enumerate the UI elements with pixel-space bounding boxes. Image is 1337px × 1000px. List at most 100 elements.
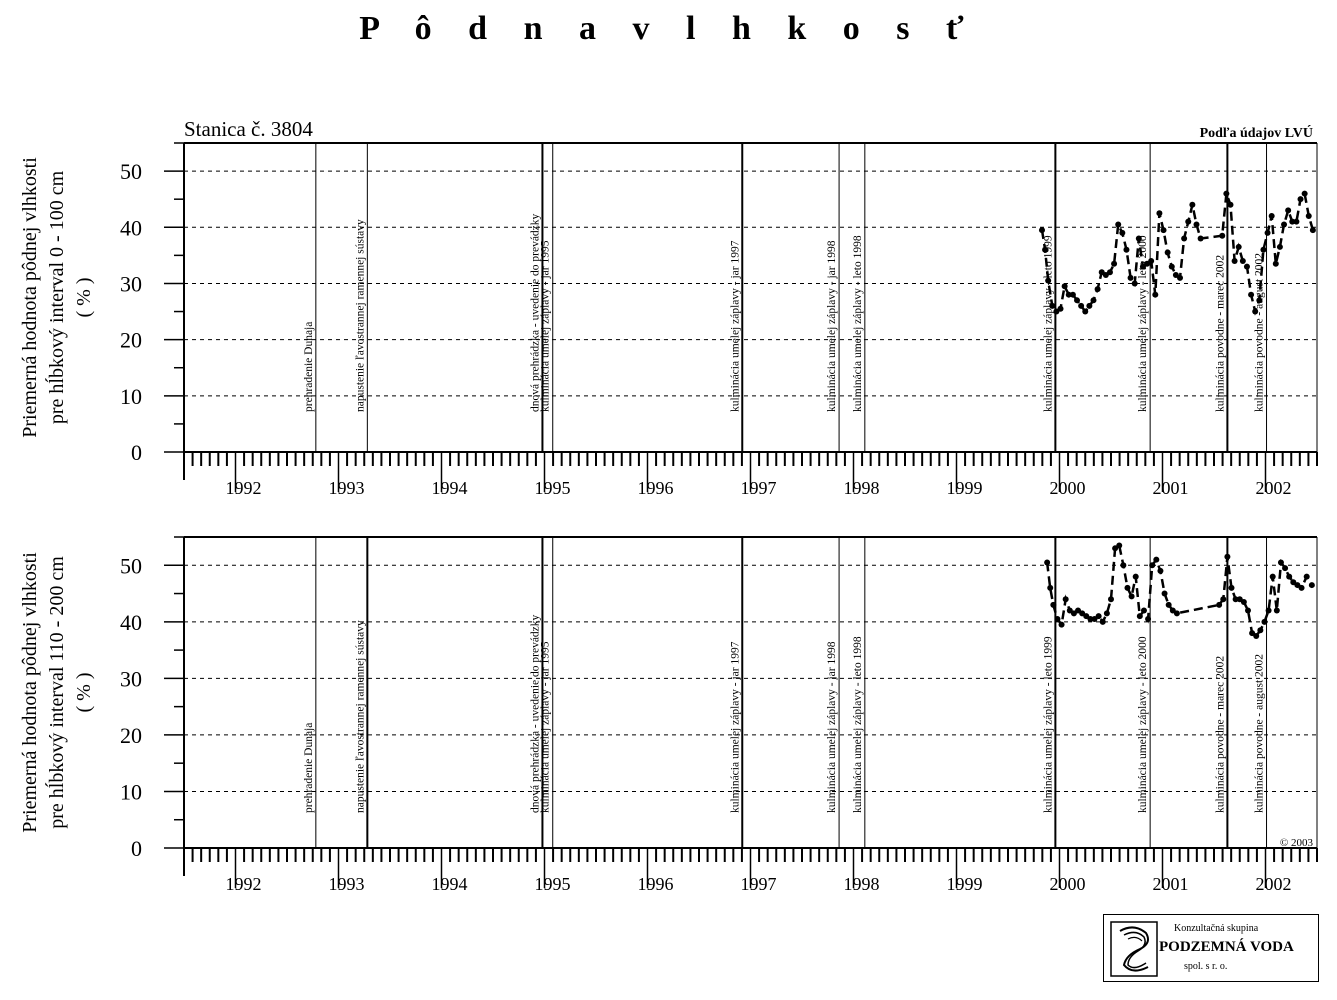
data-point: [1227, 201, 1234, 208]
data-point: [1265, 607, 1272, 614]
x-tick-label: 2001: [1153, 478, 1189, 498]
data-point: [1224, 553, 1231, 560]
data-point: [1132, 573, 1139, 580]
data-point: [1050, 601, 1057, 608]
data-point: [1293, 218, 1300, 225]
data-point: [1297, 196, 1304, 203]
x-tick-label: 1999: [947, 874, 983, 894]
y-axis-label: ( % ): [73, 278, 95, 318]
y-axis-label: pre hĺbkový interval 110 - 200 cm: [44, 556, 68, 829]
company-logo: Konzultačná skupina PODZEMNÁ VODA spol. …: [1103, 914, 1319, 982]
event-label: prehradenie Dunaja: [303, 322, 315, 412]
data-point: [1181, 235, 1188, 242]
x-tick-label: 1997: [741, 478, 777, 498]
data-point: [1289, 218, 1296, 225]
y-tick-label: 20: [120, 328, 142, 353]
event-label: kulminácia povodne - august 2002: [1254, 253, 1266, 412]
data-point: [1161, 590, 1168, 597]
data-point: [1108, 596, 1114, 603]
event-label: kulminácia umelej záplavy - leto 1998: [852, 235, 864, 412]
data-point: [1298, 584, 1305, 591]
x-tick-label: 2002: [1256, 874, 1292, 894]
chart-bottom: prehradenie Dunaja napustenie ľavostranne…: [19, 536, 1318, 894]
y-tick-label: 50: [120, 159, 142, 184]
data-point: [1260, 246, 1267, 253]
event-label: napustenie ľavostrannej ramennej sústavy: [354, 219, 366, 412]
event-label: kulminácia povodne - marec 2002: [1214, 255, 1226, 412]
data-point: [1049, 302, 1056, 309]
data-point: [1124, 584, 1131, 591]
data-point: [1149, 562, 1156, 569]
data-point: [1111, 260, 1118, 267]
y-tick-label: 10: [120, 779, 142, 804]
event-label: dnová prehrádzka - uvedenie do prevádzky: [529, 614, 541, 813]
data-point: [1309, 227, 1316, 234]
data-point: [1074, 297, 1081, 304]
series-line: [1040, 190, 1315, 316]
data-point: [1082, 308, 1089, 315]
event-label: napustenie ľavostrannej ramennej sústavy: [354, 620, 366, 813]
event-label: kulminácia umelej záplavy - jar 1995: [540, 240, 552, 412]
x-tick-label: 1996: [638, 478, 674, 498]
data-point: [1157, 567, 1164, 574]
data-point: [1252, 308, 1259, 315]
data-point: [1269, 573, 1276, 580]
data-point: [1235, 243, 1242, 250]
data-point: [1044, 559, 1051, 566]
data-point: [1087, 615, 1094, 622]
event-label: kulminácia umelej záplavy - leto 2000: [1137, 636, 1149, 813]
data-point: [1253, 632, 1260, 639]
data-point: [1099, 618, 1106, 625]
y-tick-label: 0: [131, 836, 142, 861]
data-point: [1127, 274, 1134, 281]
y-tick-label: 50: [120, 553, 142, 578]
y-tick-label: 30: [120, 666, 142, 691]
logo-mark-icon: [1110, 921, 1158, 977]
data-point: [1223, 190, 1230, 197]
data-point: [1152, 291, 1159, 298]
y-axis-label: pre hĺbkový interval 0 - 100 cm: [44, 170, 68, 424]
x-tick-label: 1998: [844, 874, 880, 894]
data-point: [1078, 302, 1085, 309]
data-point: [1189, 201, 1196, 208]
data-point: [1272, 260, 1279, 267]
data-point: [1282, 565, 1289, 572]
data-point: [1131, 280, 1138, 287]
y-tick-label: 40: [120, 215, 142, 240]
x-tick-label: 1995: [535, 874, 571, 894]
x-tick-label: 1993: [329, 874, 365, 894]
data-point: [1303, 573, 1310, 580]
data-point: [1062, 596, 1069, 603]
x-tick-label: 1998: [844, 478, 880, 498]
chart-top: prehradenie Dunaja napustenie ľavostranne…: [19, 142, 1318, 498]
event-label: dnová prehrádzka - uvedenie do prevádzky: [529, 213, 541, 412]
data-point: [1119, 229, 1126, 236]
y-tick-label: 20: [120, 723, 142, 748]
logo-line-3: spol. s r. o.: [1184, 961, 1228, 972]
data-point: [1240, 599, 1247, 606]
x-tick-label: 2000: [1050, 874, 1086, 894]
event-label: kulminácia umelej záplavy - jar 1997: [729, 240, 741, 412]
x-tick-label: 1993: [329, 478, 365, 498]
y-tick-label: 10: [120, 384, 142, 409]
data-point: [1094, 286, 1101, 293]
data-point: [1145, 615, 1152, 622]
data-point: [1264, 229, 1271, 236]
y-tick-label: 30: [120, 271, 142, 296]
logo-line-1: Konzultačná skupina: [1174, 923, 1259, 934]
y-axis-label: Priemerná hodnota pôdnej vlhkosti: [19, 552, 41, 833]
data-point: [1197, 235, 1204, 242]
data-point: [1135, 235, 1142, 242]
data-point: [1095, 613, 1102, 620]
data-point: [1177, 274, 1184, 281]
page-title: P ô d n a v l h k o s ť: [359, 10, 978, 47]
data-point: [1239, 257, 1246, 264]
data-point: [1256, 297, 1263, 304]
x-tick-label: 2000: [1050, 478, 1086, 498]
data-point: [1136, 613, 1143, 620]
data-point: [1120, 562, 1127, 569]
data-point: [1160, 227, 1167, 234]
data-point: [1058, 621, 1065, 628]
data-point: [1057, 305, 1064, 312]
